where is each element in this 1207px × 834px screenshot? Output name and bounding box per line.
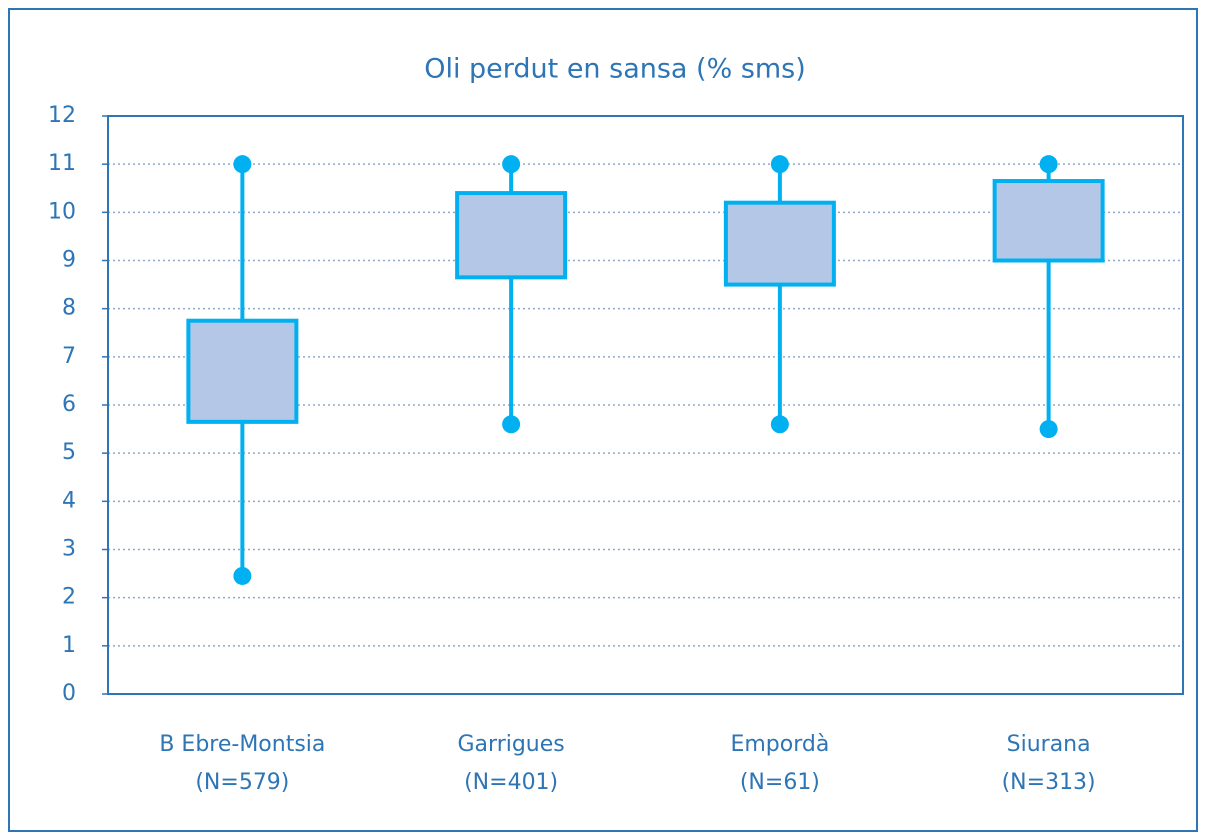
max-dot xyxy=(1039,155,1058,174)
y-tick-label: 12 xyxy=(48,103,76,128)
y-tick-label: 8 xyxy=(62,296,76,321)
x-tick-label: Empordà xyxy=(730,732,829,757)
y-tick-label: 3 xyxy=(62,537,76,562)
max-dot xyxy=(502,155,521,174)
y-tick-label: 10 xyxy=(48,199,76,224)
y-tick-label: 2 xyxy=(62,585,76,610)
y-tick-label: 4 xyxy=(62,488,76,513)
chart-title: Oli perdut en sansa (% sms) xyxy=(424,54,806,85)
max-dot xyxy=(770,155,789,174)
box xyxy=(992,179,1105,263)
max-dot xyxy=(233,155,252,174)
min-dot xyxy=(502,415,521,434)
y-tick-label: 9 xyxy=(62,248,76,273)
box xyxy=(186,318,299,424)
x-tick-label: (N=61) xyxy=(740,770,820,795)
y-tick-label: 6 xyxy=(62,392,76,417)
x-tick-label: (N=579) xyxy=(195,770,289,795)
y-tick-label: 1 xyxy=(62,633,76,658)
x-tick-label: (N=313) xyxy=(1002,770,1096,795)
x-tick-label: Siurana xyxy=(1007,732,1091,757)
min-dot xyxy=(1039,420,1058,439)
y-tick-label: 7 xyxy=(62,344,76,369)
box xyxy=(723,200,836,287)
min-dot xyxy=(233,566,252,585)
min-dot xyxy=(770,415,789,434)
x-tick-label: B Ebre-Montsia xyxy=(159,732,325,757)
box xyxy=(455,191,568,280)
plot-area xyxy=(107,115,1184,695)
y-tick-label: 11 xyxy=(48,151,76,176)
y-tick-label: 5 xyxy=(62,440,76,465)
x-tick-label: Garrigues xyxy=(458,732,565,757)
x-tick-label: (N=401) xyxy=(464,770,558,795)
y-tick-label: 0 xyxy=(62,681,76,706)
